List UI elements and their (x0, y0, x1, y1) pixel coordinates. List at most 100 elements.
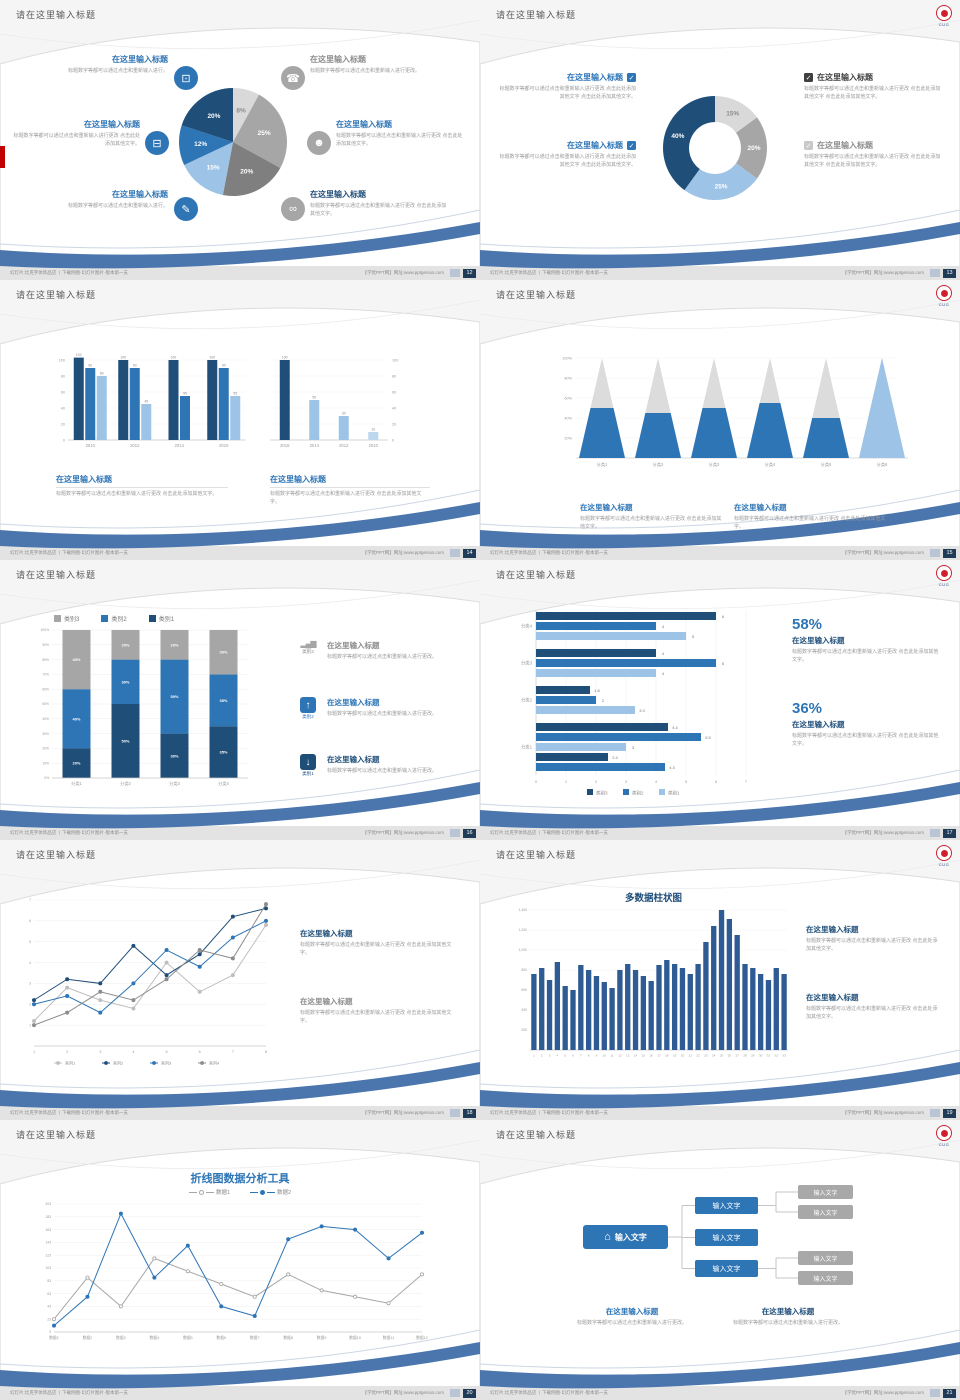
bike-icon: ∞ (281, 197, 305, 221)
stat-title: 在这里输入标题 (792, 636, 845, 645)
slide-decoration (480, 560, 960, 840)
slide-decoration (480, 1120, 960, 1400)
slide-title: 请在这里输入标题 (16, 290, 97, 300)
diagram-node[interactable]: 输入文字 (695, 1260, 758, 1277)
svg-text:600: 600 (521, 988, 527, 992)
slide-17[interactable]: 0 1 2 3 4 5 6 7 6 4 5 分类4 4 6 4 分类3 1.8 2 3.3 分类2 4.4 5.5 3 2.4… (480, 560, 960, 840)
svg-text:30%: 30% (219, 650, 227, 655)
svg-text:5: 5 (692, 634, 695, 639)
university-logo: CUG (936, 1125, 952, 1147)
svg-text:17: 17 (657, 1054, 661, 1058)
slide-15[interactable]: 20% 40% 60% 80% 100% 分类1 分类2 分类3 分类4 分类5 分类6 在这里输入… (480, 280, 960, 560)
svg-text:12%: 12% (194, 141, 207, 148)
svg-text:数据7: 数据7 (250, 1335, 260, 1340)
slide-13[interactable]: 15% 20% 25% 40% 在这里输入标题 ✓ 标题数字等都可以通过点击和重新输入… (480, 0, 960, 280)
legend-swatch (148, 615, 156, 622)
svg-text:80: 80 (61, 374, 65, 378)
legend-line (250, 1191, 258, 1193)
svg-text:类别2: 类别2 (632, 790, 644, 797)
svg-text:分类3: 分类3 (521, 660, 533, 667)
svg-text:3: 3 (549, 1054, 551, 1058)
svg-text:类别3: 类别3 (596, 790, 608, 797)
svg-text:19: 19 (673, 1054, 677, 1058)
svg-text:6: 6 (715, 779, 718, 784)
diagram-node[interactable]: 输入文字 (695, 1197, 758, 1214)
logo-seal-icon (936, 5, 952, 21)
line-chart: 1 2 3 4 5 6 7 1 2 3 4 5 6 7 8 系列1 系列2 系列3 系列4 (29, 898, 268, 1066)
svg-text:数据3: 数据3 (116, 1335, 126, 1340)
item-text: 标题数字等都可以通过点击和重新输入进行更改。 (327, 654, 438, 660)
slide-16[interactable]: 类别3 类别2 类别1 0% 10% 20% 30% 40% 50% 60% 70% 80% 90… (0, 560, 480, 840)
diagram-leaf-node[interactable]: 输入文字 (798, 1251, 853, 1265)
caption-block: 在这里输入标题 标题数字等都可以通过点击和重新输入进行更改 点击此处添加其他文字… (806, 992, 938, 1022)
chart-legend: 数据1 数据2 (55, 1188, 425, 1196)
chart-title-text: 折线图数据分析工具 (190, 1173, 290, 1185)
svg-text:100: 100 (392, 358, 398, 362)
logo-seal-icon (936, 845, 952, 861)
logo-seal-icon (936, 565, 952, 581)
diagram-leaf-node[interactable]: 输入文字 (798, 1185, 853, 1199)
svg-text:6: 6 (722, 614, 725, 619)
slide-12[interactable]: 8% 25% 20% 15% 12% 20% ⊡ ☎ ⊟ ☻ ✎ ∞ 在这里输入标题 标题… (0, 0, 480, 280)
svg-text:50: 50 (312, 396, 316, 400)
filled-marker-icon (260, 1189, 265, 1195)
svg-text:3: 3 (625, 779, 628, 784)
logo-text: CUG (938, 1142, 950, 1147)
slide-footer: 幻灯片:比克字体饰品店 丨下载例图·幻灯片图片·版本第一支 【学优PPT网】网址:… (0, 546, 480, 560)
caption-text: 标题数字等都可以通过点击和重新输入进行更改 点击此处添加其他文字。 (806, 938, 938, 952)
legend-line (205, 1191, 214, 1193)
footer-site-text: 【学优PPT网】网址:www.pptgenius.com (842, 550, 924, 555)
svg-text:1,200: 1,200 (519, 928, 528, 932)
svg-text:0: 0 (63, 438, 65, 442)
footer-left-text: 幻灯片:比克字体饰品店 丨下载例图·幻灯片图片·版本第一支 (10, 830, 128, 835)
diagram-leaf-node[interactable]: 输入文字 (798, 1271, 853, 1285)
caption-block: 在这里输入标题 标题数字等都可以通过点击和重新输入进行更改。 (566, 1306, 698, 1328)
svg-text:25%: 25% (258, 130, 271, 137)
slide-footer: 幻灯片:比克字体饰品店 丨下载例图·幻灯片图片·版本第一支 【学优PPT网】网址:… (0, 1386, 480, 1400)
cone-chart: 20% 40% 60% 80% 100% 分类1 分类2 分类3 分类4 分类5 分类6 (562, 356, 908, 468)
slide-decoration (0, 840, 480, 1120)
caption-text: 标题数字等都可以通过点击和重新输入进行更改 点击此处添加其他文字。 (806, 1006, 938, 1020)
slide-18[interactable]: 1 2 3 4 5 6 7 1 2 3 4 5 6 7 8 系列1 系列2 系列3 系列4 在这里输入标题 标题数字… (0, 840, 480, 1120)
svg-text:8: 8 (265, 1050, 267, 1054)
diagram-leaf-node[interactable]: 输入文字 (798, 1205, 853, 1219)
legend-label: 类别3 (64, 617, 80, 623)
block-text: 标题数字等都可以通过点击和重新输入进行更改 点击此处添加其他文字 点击此处添加其… (804, 86, 941, 100)
node-label: 输入文字 (813, 1256, 838, 1263)
icon-label: 类别2 (302, 714, 314, 719)
svg-text:32: 32 (775, 1054, 779, 1058)
svg-text:数据9: 数据9 (317, 1335, 327, 1340)
diagram-root-node[interactable]: ⌂ 输入文字 (583, 1225, 668, 1249)
svg-text:800: 800 (521, 968, 527, 972)
callout-title: 在这里输入标题 (336, 120, 392, 129)
svg-text:15%: 15% (726, 110, 739, 117)
slide-footer: 幻灯片:比克字体饰品店 丨下载例图·幻灯片图片·版本第一支 【学优PPT网】网址:… (0, 1106, 480, 1120)
legend-swatch (101, 615, 109, 622)
svg-text:20%: 20% (170, 642, 178, 647)
slide-20[interactable]: 折线图数据分析工具 数据1 数据2 3 23 43 63 83 103 123 143 163 1… (0, 1120, 480, 1400)
svg-text:83: 83 (47, 1279, 51, 1283)
logo-text: CUG (938, 22, 950, 27)
checkbox-checked-ic icon[interactable]: ✓ (804, 73, 813, 82)
checkbox-checked-icon[interactable]: ✓ (804, 141, 813, 150)
slide-title: 请在这里输入标题 (16, 1130, 97, 1140)
checkbox-checked-icon[interactable]: ✓ (627, 73, 636, 82)
svg-text:90: 90 (88, 364, 92, 368)
svg-text:100: 100 (282, 356, 288, 360)
slide-14[interactable]: 0 20 40 60 80 100 103 90 80 2010 100 90 45 2012 100 55 2… (0, 280, 480, 560)
svg-text:分类5: 分类5 (821, 461, 832, 468)
svg-text:2010: 2010 (369, 443, 379, 448)
university-logo: CUG (936, 565, 952, 587)
slide-19[interactable]: 多数据柱状图 200 400 600 800 1,000 1,200 1,400 1 2 3 4 5 6… (480, 840, 960, 1120)
svg-text:9: 9 (596, 1054, 598, 1058)
svg-text:2: 2 (66, 1050, 68, 1054)
diagram-node[interactable]: 输入文字 (695, 1229, 758, 1246)
svg-text:1,400: 1,400 (519, 908, 528, 912)
svg-text:1: 1 (33, 1050, 35, 1054)
svg-text:100: 100 (59, 358, 65, 362)
slide-21[interactable]: ⌂ 输入文字 输入文字 输入文字 输入文字 输入文字 输入文字 输入文字 输入文… (480, 1120, 960, 1400)
page-number: 21 (943, 1388, 956, 1398)
footer-site-text: 【学优PPT网】网址:www.pptgenius.com (362, 1390, 444, 1395)
stat-value: 36% (792, 700, 823, 717)
checkbox-checked-icon[interactable]: ✓ (627, 141, 636, 150)
